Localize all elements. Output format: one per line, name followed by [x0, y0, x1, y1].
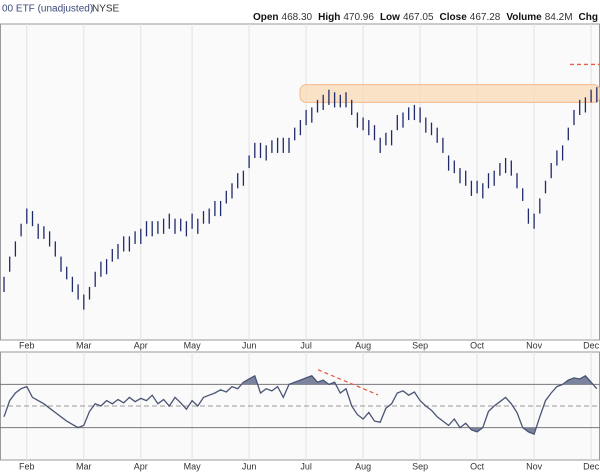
month-label: Feb [19, 340, 35, 350]
month-label: Sep [412, 340, 428, 350]
oversold-fill [469, 427, 537, 435]
month-label: Aug [355, 340, 371, 350]
month-label: Jun [242, 461, 257, 471]
month-label: Feb [19, 461, 35, 471]
month-label: Sep [412, 461, 428, 471]
quote-value: 467.05 [403, 12, 434, 23]
month-label: Dec [583, 340, 600, 350]
quote-label: High [318, 12, 340, 23]
quote-label: Volume [506, 12, 542, 23]
exchange: NYSE [92, 4, 120, 15]
month-label: Jul [300, 461, 312, 471]
month-label: Aug [355, 461, 371, 471]
highlight-band [299, 84, 600, 103]
month-label: Nov [526, 340, 543, 350]
quote-label: Low [380, 12, 400, 23]
month-label: Oct [470, 461, 485, 471]
quote-value: 84.2M [545, 12, 573, 23]
month-label: Dec [583, 461, 600, 471]
quote-label: Close [440, 12, 468, 23]
month-label: Oct [470, 340, 485, 350]
quote-text: Open 468.30 High 470.96 Low 467.05 Close 467.28… [253, 12, 598, 23]
month-label: Apr [134, 340, 148, 350]
panel [0, 23, 600, 341]
quote-value: 470.96 [343, 12, 374, 23]
month-label: May [184, 461, 202, 471]
quote-label: Open [253, 12, 279, 23]
quote-value: 468.30 [282, 12, 313, 23]
rsi-line [3, 374, 598, 435]
quote-bar: Open 468.30 High 470.96 Low 467.05 Close 467.28… [253, 12, 598, 23]
month-label: Nov [526, 461, 543, 471]
quote-value: 467.28 [470, 12, 501, 23]
chg-label: Chg [579, 12, 598, 23]
month-label: Apr [134, 461, 148, 471]
trend-line [317, 369, 379, 396]
month-label: Jun [242, 340, 257, 350]
symbol: 00 ETF (unadjusted) [2, 4, 93, 15]
month-label: May [184, 340, 202, 350]
month-label: Jul [300, 340, 312, 350]
month-label: Mar [76, 340, 92, 350]
month-label: Mar [76, 461, 92, 471]
